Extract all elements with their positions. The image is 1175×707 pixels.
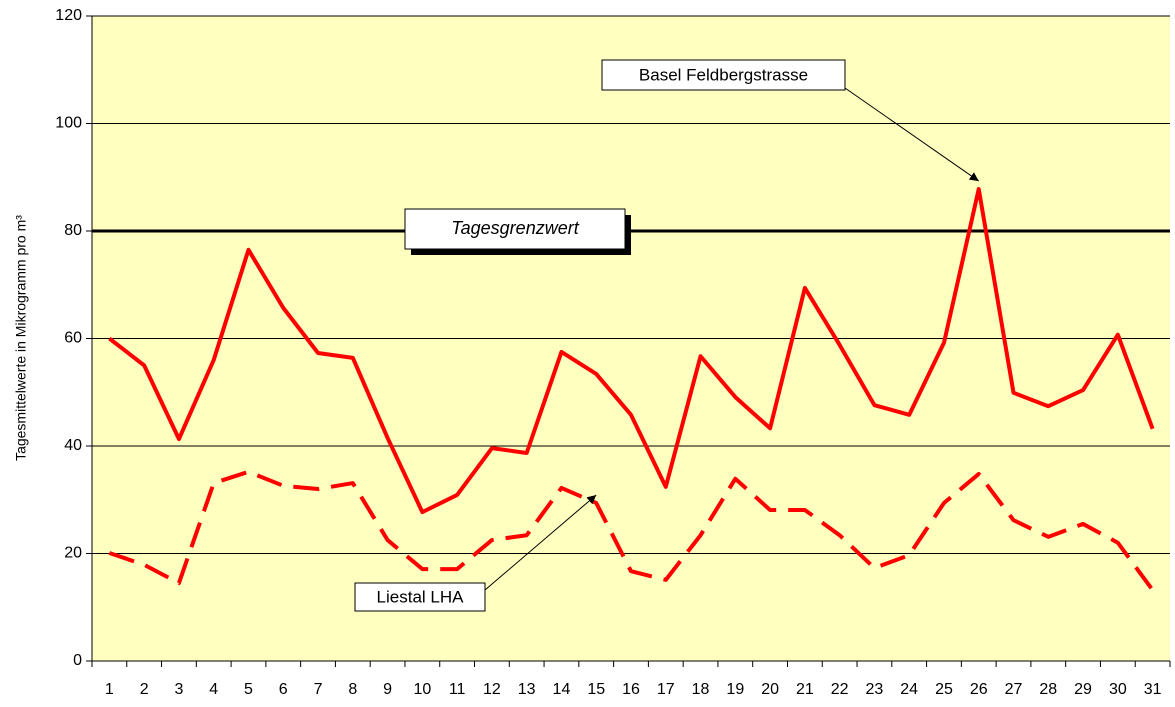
x-tick-label: 6 bbox=[279, 681, 288, 698]
x-tick-label: 30 bbox=[1109, 681, 1127, 698]
x-tick-label: 12 bbox=[483, 681, 501, 698]
x-tick-label: 5 bbox=[244, 681, 253, 698]
y-tick-label: 40 bbox=[64, 437, 82, 454]
annotation-box bbox=[601, 59, 846, 91]
y-tick-label: 100 bbox=[55, 115, 82, 132]
series-line bbox=[108, 469, 1155, 592]
x-tick-label: 19 bbox=[726, 681, 744, 698]
series-line bbox=[108, 187, 1155, 515]
x-tick-label: 26 bbox=[970, 681, 988, 698]
x-tick-label: 20 bbox=[761, 681, 779, 698]
x-tick-label: 27 bbox=[1005, 681, 1023, 698]
annotation-arrow bbox=[484, 494, 597, 591]
x-tick-label: 24 bbox=[900, 681, 918, 698]
x-tick-label: 4 bbox=[209, 681, 218, 698]
annotation-label: Basel Feldbergstrasse bbox=[639, 65, 808, 84]
x-tick-label: 2 bbox=[140, 681, 149, 698]
x-tick-label: 7 bbox=[314, 681, 323, 698]
x-tick-label: 3 bbox=[174, 681, 183, 698]
x-tick-label: 13 bbox=[518, 681, 536, 698]
x-tick-label: 16 bbox=[622, 681, 640, 698]
y-tick-label: 120 bbox=[55, 7, 82, 24]
x-tick-label: 25 bbox=[935, 681, 953, 698]
y-tick-label: 60 bbox=[64, 330, 82, 347]
x-tick-label: 17 bbox=[657, 681, 675, 698]
x-tick-label: 22 bbox=[831, 681, 849, 698]
y-axis-label: Tagesmittelwerte in Mikrogramm pro m³ bbox=[13, 215, 29, 461]
x-tick-label: 1 bbox=[105, 681, 114, 698]
x-tick-label: 28 bbox=[1039, 681, 1057, 698]
y-tick-label: 0 bbox=[73, 652, 82, 669]
x-tick-label: 10 bbox=[413, 681, 431, 698]
x-tick-label: 31 bbox=[1144, 681, 1162, 698]
annotation-box bbox=[354, 582, 486, 612]
threshold-label: Tagesgrenzwert bbox=[451, 218, 579, 238]
x-tick-label: 15 bbox=[587, 681, 605, 698]
y-tick-label: 20 bbox=[64, 545, 82, 562]
annotation-arrow bbox=[844, 87, 980, 182]
x-tick-label: 21 bbox=[796, 681, 814, 698]
x-tick-label: 11 bbox=[449, 681, 466, 698]
x-tick-label: 14 bbox=[553, 681, 571, 698]
annotation-label: Liestal LHA bbox=[377, 587, 465, 606]
x-tick-label: 9 bbox=[383, 681, 392, 698]
x-tick-label: 23 bbox=[866, 681, 884, 698]
x-tick-label: 29 bbox=[1074, 681, 1092, 698]
x-tick-label: 8 bbox=[348, 681, 357, 698]
threshold-box bbox=[404, 208, 626, 250]
y-tick-label: 80 bbox=[64, 222, 82, 239]
x-tick-label: 18 bbox=[692, 681, 710, 698]
